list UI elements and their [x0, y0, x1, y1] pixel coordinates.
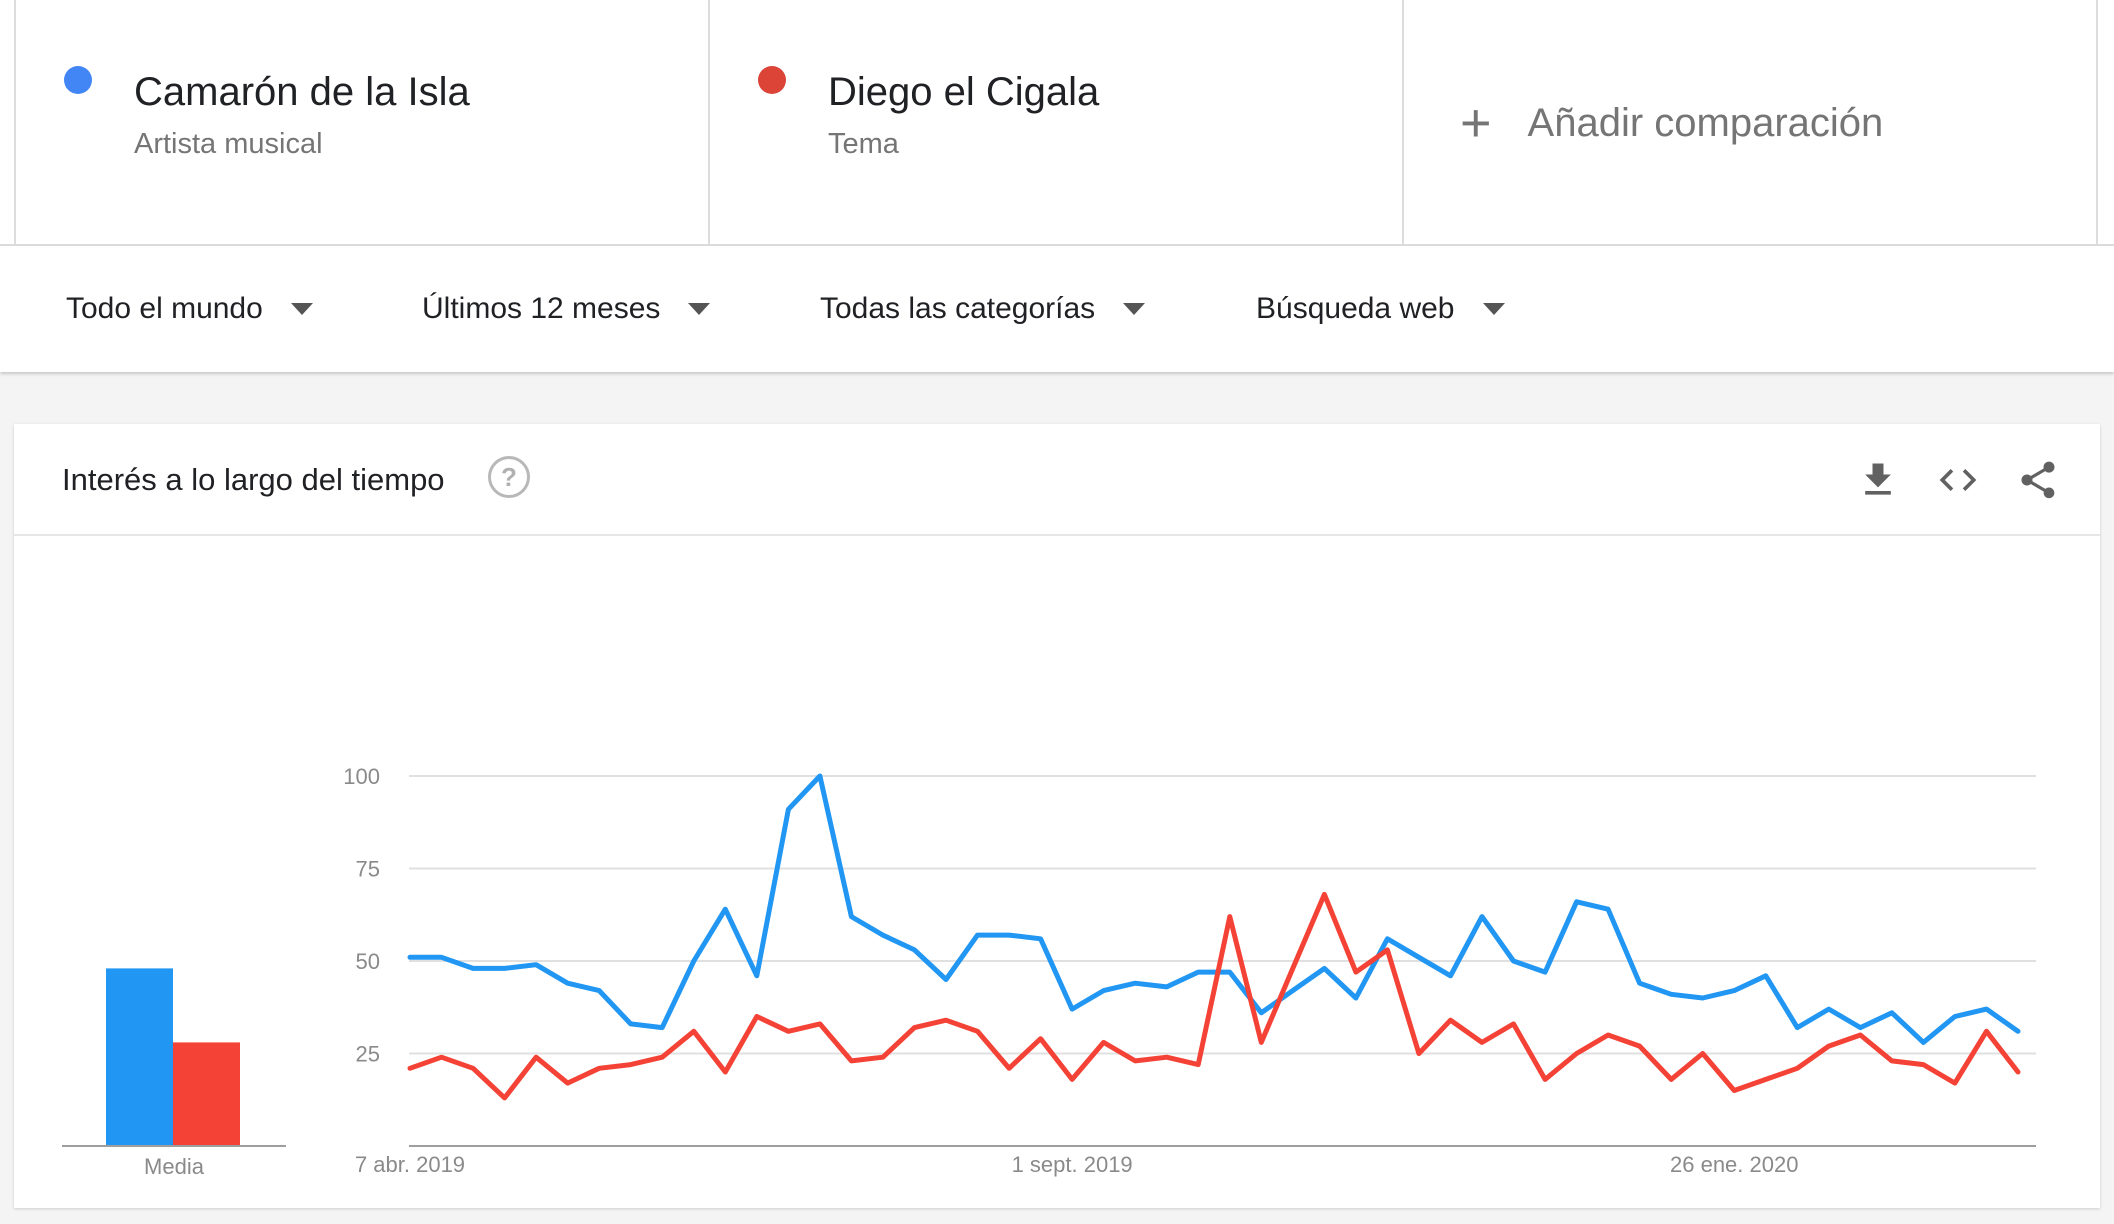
chart-grid: 25 50 75 100 [343, 764, 2036, 1067]
average-label: Media [144, 1154, 205, 1179]
x-tick-label: 1 sept. 2019 [1012, 1152, 1133, 1177]
term-color-dot [758, 66, 786, 94]
add-comparison-card: + Añadir comparación [1402, 0, 2098, 244]
filter-category-dropdown[interactable]: Todas las categorías [820, 284, 1146, 334]
help-circle-icon[interactable]: ? [488, 456, 530, 498]
chart-lines [407, 773, 2021, 1101]
term-card-1[interactable]: Camarón de la Isla Artista musical [14, 0, 710, 244]
y-tick-label: 50 [356, 949, 380, 974]
caret-down-icon [1482, 303, 1505, 315]
caret-down-icon [1123, 303, 1146, 315]
filter-label: Búsqueda web [1256, 292, 1455, 325]
add-comparison-button[interactable]: + Añadir comparación [1460, 93, 1884, 153]
average-bars: Media [62, 968, 286, 1179]
caret-down-icon [290, 303, 313, 315]
embed-code-icon[interactable] [1936, 458, 1980, 502]
term-name: Camarón de la Isla [134, 70, 470, 114]
card-header: Interés a lo largo del tiempo ? [14, 424, 2100, 536]
interest-over-time-card: Interés a lo largo del tiempo ? Media 25… [14, 424, 2100, 1208]
comparison-header: Camarón de la Isla Artista musical Diego… [0, 0, 2114, 246]
filter-time-dropdown[interactable]: Últimos 12 meses [422, 284, 711, 334]
y-tick-label: 100 [343, 764, 380, 789]
term-type: Artista musical [134, 128, 323, 160]
x-tick-label: 26 ene. 2020 [1670, 1152, 1798, 1177]
term-name: Diego el Cigala [828, 70, 1100, 114]
y-tick-label: 25 [356, 1042, 380, 1067]
filter-bar: Todo el mundo Últimos 12 meses Todas las… [0, 246, 2114, 372]
caret-down-icon [688, 303, 711, 315]
card-title: Interés a lo largo del tiempo [62, 462, 445, 497]
filter-region-dropdown[interactable]: Todo el mundo [66, 284, 313, 334]
x-tick-label: 7 abr. 2019 [355, 1152, 465, 1177]
share-icon[interactable] [2016, 458, 2060, 502]
series-line[interactable] [407, 773, 2021, 1045]
y-tick-label: 75 [356, 857, 380, 882]
filter-search-type-dropdown[interactable]: Búsqueda web [1256, 284, 1505, 334]
term-color-dot [64, 66, 92, 94]
average-bar[interactable] [106, 968, 173, 1146]
download-icon[interactable] [1856, 458, 1900, 502]
filter-label: Todo el mundo [66, 292, 263, 325]
series-line[interactable] [407, 891, 2021, 1101]
term-card-2[interactable]: Diego el Cigala Tema [708, 0, 1404, 244]
filter-label: Últimos 12 meses [422, 292, 661, 325]
average-bar[interactable] [173, 1042, 240, 1146]
add-comparison-label: Añadir comparación [1527, 100, 1884, 145]
filter-label: Todas las categorías [820, 292, 1096, 325]
plus-icon: + [1460, 93, 1492, 153]
x-axis: 7 abr. 2019 1 sept. 2019 26 ene. 2020 [355, 1145, 2036, 1177]
interest-chart: Media 25 50 75 100 7 abr. 2019 1 sept. 2019 2… [62, 764, 2036, 1179]
term-type: Tema [828, 128, 899, 160]
